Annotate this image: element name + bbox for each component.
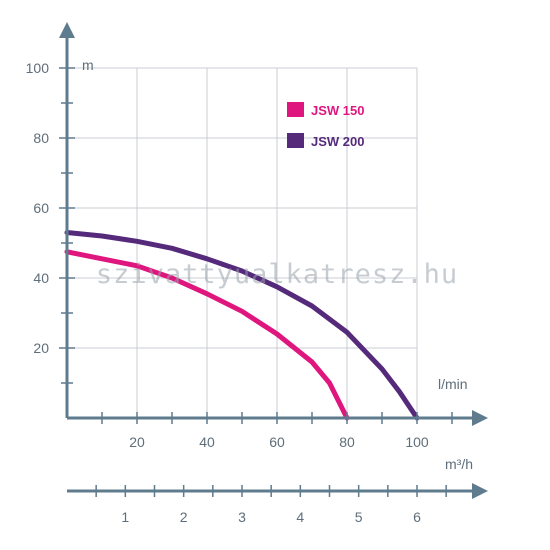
legend: JSW 150 JSW 200 — [287, 102, 364, 149]
watermark: szivattyualkatresz.hu — [96, 259, 458, 290]
x-tick-label: 40 — [199, 434, 215, 450]
y-tick-label: 80 — [33, 130, 49, 146]
x-axis-arrow — [472, 410, 488, 426]
secondary-x-tick-label: 3 — [238, 509, 246, 525]
secondary-x-tick-label: 1 — [121, 509, 129, 525]
legend-swatch — [287, 102, 304, 117]
secondary-x-axis-arrow — [472, 483, 488, 499]
legend-label: JSW 200 — [311, 134, 364, 149]
x-axis-unit-label: l/min — [438, 376, 468, 392]
series-line-jsw-200 — [64, 230, 420, 421]
y-axis-arrow — [59, 22, 75, 38]
y-tick-label: 40 — [33, 270, 49, 286]
y-axis-unit-label: m — [82, 57, 94, 73]
grid-lines — [67, 67, 418, 418]
x-tick-label: 80 — [339, 434, 355, 450]
x-tick-label: 100 — [405, 434, 429, 450]
series-line-jsw-150 — [64, 249, 350, 421]
secondary-x-tick-label: 5 — [355, 509, 363, 525]
x-tick-label: 20 — [129, 434, 145, 450]
y-tick-label: 60 — [33, 200, 49, 216]
y-axis-tick-labels: 20 40 60 80 100 — [26, 60, 50, 356]
y-tick-label: 100 — [26, 60, 50, 76]
y-tick-label: 20 — [33, 340, 49, 356]
legend-label: JSW 150 — [311, 103, 364, 118]
secondary-x-axis-unit-label: m³/h — [445, 456, 473, 472]
legend-swatch — [287, 133, 304, 148]
secondary-x-axis-tick-labels: 1 2 3 4 5 6 — [121, 509, 421, 525]
secondary-x-tick-label: 4 — [296, 509, 304, 525]
secondary-x-tick-label: 6 — [413, 509, 421, 525]
x-tick-label: 60 — [269, 434, 285, 450]
x-axis-tick-labels: 20 40 60 80 100 — [129, 434, 429, 450]
secondary-x-tick-label: 2 — [180, 509, 188, 525]
curves — [64, 230, 420, 421]
axes — [59, 22, 488, 499]
